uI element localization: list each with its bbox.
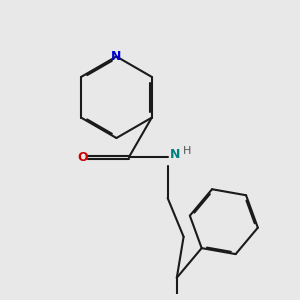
Text: N: N [170,148,180,161]
Text: H: H [183,146,191,156]
Text: N: N [111,50,122,63]
Text: O: O [78,151,88,164]
